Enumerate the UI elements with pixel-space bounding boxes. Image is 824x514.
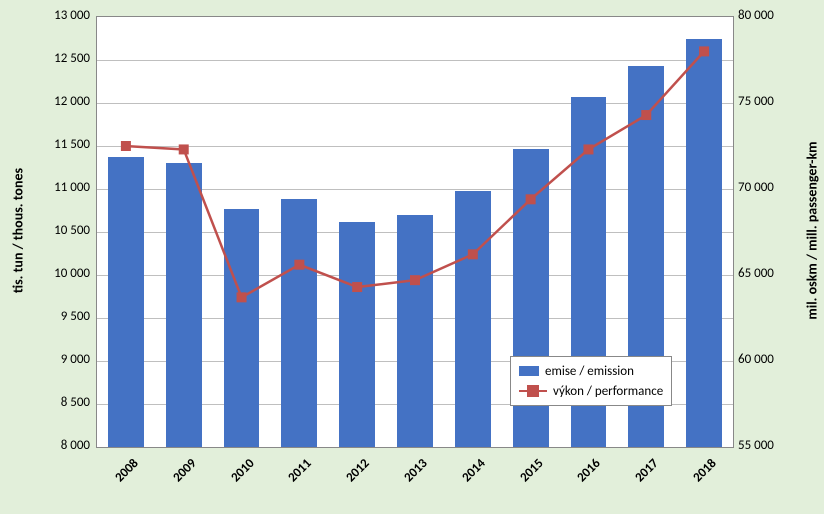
x-axis-tick: 2017 (612, 456, 662, 506)
legend: emise / emission výkon / performance (510, 356, 672, 406)
x-axis-tick: 2015 (496, 456, 546, 506)
chart-container: 8 000 8 500 9 000 9 500 10 000 10 500 11 000 11… (0, 0, 824, 514)
line-marker (122, 142, 130, 150)
legend-label: emise / emission (545, 364, 634, 379)
legend-item: výkon / performance (519, 381, 663, 401)
line-marker (238, 293, 246, 301)
line-marker (469, 250, 477, 258)
y-axis-left-tick: 12 000 (38, 94, 90, 109)
y-axis-left-tick: 9 000 (38, 352, 90, 367)
x-axis-tick: 2016 (554, 456, 604, 506)
y-axis-right-tick: 55 000 (738, 438, 774, 453)
legend-bar-swatch (519, 366, 539, 376)
y-axis-right-tick: 65 000 (738, 266, 774, 281)
line-marker (642, 111, 650, 119)
x-axis-tick: 2014 (438, 456, 488, 506)
y-axis-right-tick: 70 000 (738, 180, 774, 195)
x-axis-tick: 2018 (669, 456, 719, 506)
line-marker (295, 261, 303, 269)
x-axis-tick: 2008 (91, 456, 141, 506)
line-marker (180, 145, 188, 153)
y-axis-right-tick: 75 000 (738, 94, 774, 109)
y-axis-right-title: mil. oskm / mill. passenger-km (804, 111, 821, 351)
line-marker (527, 195, 535, 203)
y-axis-left-tick: 10 500 (38, 223, 90, 238)
x-axis-tick: 2013 (380, 456, 430, 506)
y-axis-left-tick: 10 000 (38, 266, 90, 281)
y-axis-right-tick: 60 000 (738, 352, 774, 367)
y-axis-left-tick: 9 500 (38, 309, 90, 324)
legend-line-swatch (519, 384, 547, 398)
y-axis-left-tick: 12 500 (38, 51, 90, 66)
legend-item: emise / emission (519, 361, 663, 381)
line-marker (584, 145, 592, 153)
y-axis-left-tick: 11 500 (38, 137, 90, 152)
y-axis-left-tick: 11 000 (38, 180, 90, 195)
y-axis-left-title: tis. tun / thous. tones (10, 121, 27, 341)
x-axis-tick: 2012 (323, 456, 373, 506)
x-axis-tick: 2011 (265, 456, 315, 506)
legend-label: výkon / performance (553, 384, 663, 399)
y-axis-left-tick: 13 000 (38, 8, 90, 23)
y-axis-left-tick: 8 000 (38, 438, 90, 453)
x-axis-tick: 2010 (207, 456, 257, 506)
line-marker (700, 47, 708, 55)
y-axis-right-tick: 80 000 (738, 8, 774, 23)
y-axis-left-tick: 8 500 (38, 395, 90, 410)
line-marker (353, 283, 361, 291)
x-axis-tick: 2009 (149, 456, 199, 506)
line-marker (411, 276, 419, 284)
